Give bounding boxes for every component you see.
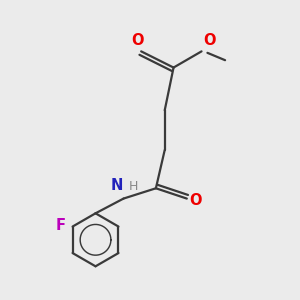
Text: O: O [203, 33, 215, 48]
Text: O: O [190, 193, 202, 208]
Text: N: N [110, 178, 123, 193]
Text: F: F [56, 218, 66, 232]
Text: O: O [131, 33, 144, 48]
Text: H: H [129, 180, 138, 193]
